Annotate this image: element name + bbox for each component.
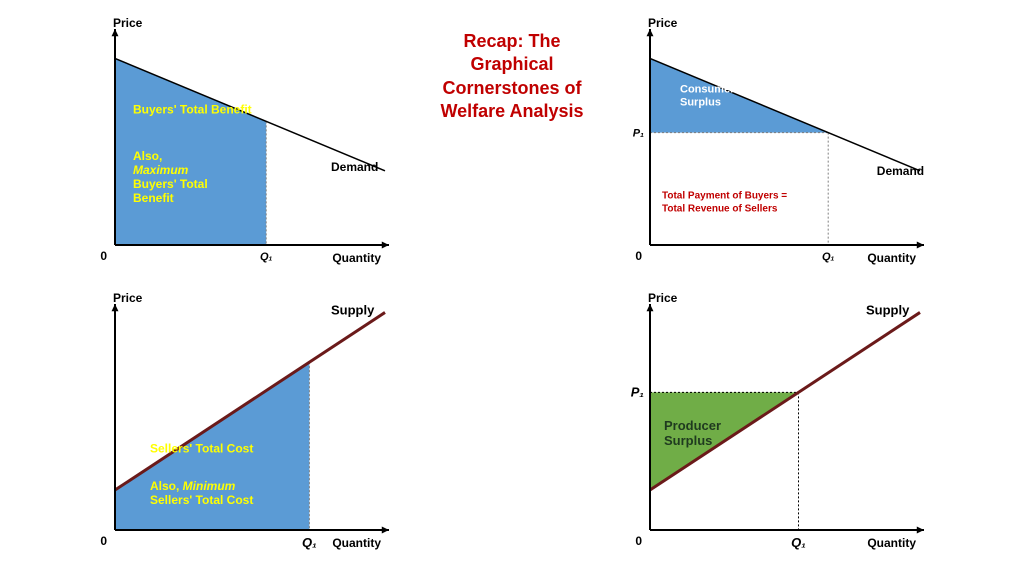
svg-text:Price: Price xyxy=(648,16,678,30)
svg-text:Price: Price xyxy=(113,16,143,30)
svg-text:Sellers' Total Cost: Sellers' Total Cost xyxy=(150,441,253,455)
svg-text:Q₁: Q₁ xyxy=(302,535,317,550)
producer-surplus-chart: ProducerSurplusSupplyQ₁P₁PriceQuantity0 xyxy=(610,290,930,565)
demand-benefit-chart: Buyers' Total BenefitAlso,MaximumBuyers'… xyxy=(75,15,395,280)
svg-text:0: 0 xyxy=(635,249,642,263)
svg-text:Quantity: Quantity xyxy=(867,251,916,265)
svg-text:Quantity: Quantity xyxy=(332,536,381,550)
svg-text:0: 0 xyxy=(635,534,642,548)
svg-text:Price: Price xyxy=(113,291,143,305)
svg-text:Price: Price xyxy=(648,291,678,305)
svg-text:Q₁: Q₁ xyxy=(822,251,835,263)
svg-text:Demand: Demand xyxy=(877,164,924,178)
svg-text:Q₁: Q₁ xyxy=(260,251,273,263)
svg-text:Demand: Demand xyxy=(331,160,378,174)
svg-text:0: 0 xyxy=(100,534,107,548)
svg-text:P₁: P₁ xyxy=(631,384,644,399)
svg-text:P₁: P₁ xyxy=(633,128,644,140)
page-title: Recap: The Graphical Cornerstones of Wel… xyxy=(440,30,583,124)
svg-text:Total Payment of Buyers =Total: Total Payment of Buyers =Total Revenue o… xyxy=(662,190,787,214)
svg-text:0: 0 xyxy=(100,249,107,263)
svg-text:Supply: Supply xyxy=(331,302,375,317)
svg-text:Quantity: Quantity xyxy=(332,251,381,265)
svg-text:Supply: Supply xyxy=(866,302,910,317)
consumer-surplus-chart: ConsumerSurplusTotal Payment of Buyers =… xyxy=(610,15,930,280)
supply-cost-chart: Sellers' Total CostAlso, MinimumSellers'… xyxy=(75,290,395,565)
svg-text:Buyers' Total Benefit: Buyers' Total Benefit xyxy=(133,103,252,117)
svg-text:Q₁: Q₁ xyxy=(791,535,806,550)
svg-text:Quantity: Quantity xyxy=(867,536,916,550)
